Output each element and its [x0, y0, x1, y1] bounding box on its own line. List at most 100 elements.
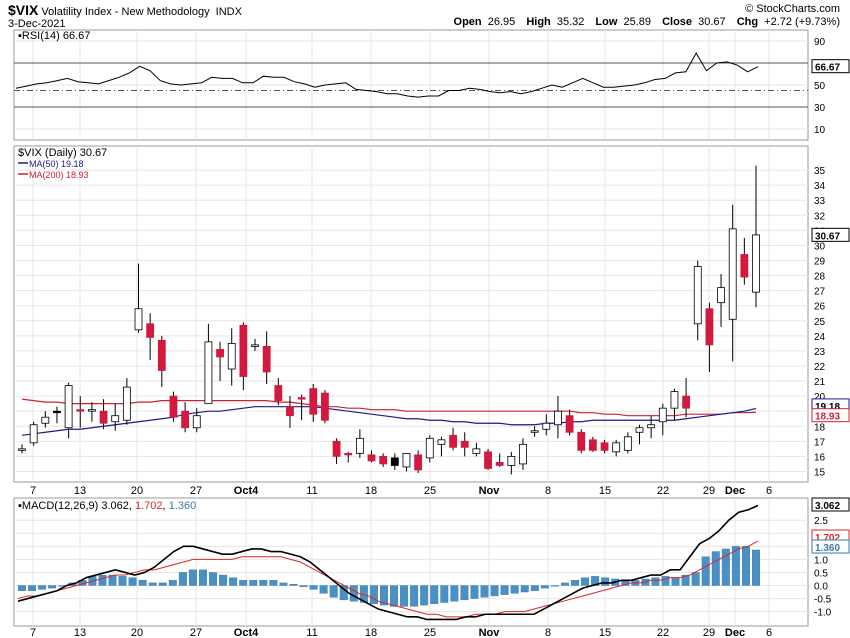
close-label: Close	[662, 16, 693, 28]
macd-histogram-bar	[108, 574, 117, 586]
price-x-tick-label: 11	[306, 485, 317, 497]
rsi-y-tick-label: 90	[814, 37, 826, 48]
candle-body-up	[29, 424, 38, 444]
price-candle	[519, 438, 527, 470]
price-candle	[554, 396, 562, 439]
price-y-tick-label: 32	[814, 211, 826, 222]
price-x-tick-label: 13	[74, 485, 86, 497]
macd-histogram-bar	[701, 556, 710, 586]
candle-body-up	[64, 385, 73, 429]
macd-legend-signal: 1.702	[135, 500, 163, 512]
candle-body-up	[623, 436, 632, 451]
macd-histogram-bar	[309, 585, 318, 590]
price-candle	[495, 453, 504, 467]
macd-x-tick-label: 25	[424, 627, 436, 638]
macd-histogram-bar	[651, 577, 660, 586]
macd-histogram-bar	[460, 585, 469, 601]
rsi-last-value: 66.67	[815, 63, 840, 74]
security-name: Volatility Index - New Methodology	[41, 6, 210, 18]
price-candle	[367, 450, 376, 463]
price-candle	[693, 260, 702, 341]
price-candle	[157, 335, 166, 388]
macd-histogram-bar	[249, 580, 258, 586]
candle-body-up	[542, 422, 551, 430]
ma200-last-value-box	[811, 408, 850, 423]
macd-x-tick-label: Dec	[725, 627, 745, 638]
price-y-tick-label: 28	[814, 272, 826, 283]
price-y-tick-label: 25	[814, 317, 826, 328]
price-candle	[425, 435, 434, 463]
macd-histogram-bar	[380, 585, 388, 606]
candle-body-down	[321, 392, 329, 421]
price-x-tick-label: Dec	[725, 485, 745, 497]
price-candle	[623, 432, 632, 454]
candle-body-down	[600, 442, 609, 451]
price-candle	[705, 302, 714, 373]
macd-histogram-bar	[118, 576, 127, 586]
candle-body-down	[262, 345, 271, 373]
macd-y-tick-label: 2.5	[814, 516, 828, 527]
price-x-tick-label: 18	[365, 485, 377, 497]
close-value: 30.67	[698, 16, 726, 28]
macd-y-tick-label: 0.5	[814, 568, 828, 579]
price-candle	[717, 274, 725, 327]
candle-body-down	[577, 431, 586, 451]
price-y-tick-label: 15	[814, 467, 826, 478]
macd-histogram-bar	[601, 577, 610, 586]
candle-body-down	[414, 454, 423, 471]
candle-body-down	[332, 440, 341, 457]
macd-histogram-bar	[289, 584, 298, 586]
candle-body-down	[76, 409, 85, 412]
price-x-tick-label: 6	[766, 485, 772, 497]
candle-body-down	[740, 254, 749, 278]
price-candle	[181, 402, 190, 433]
macd-y-tick-label: 1.0	[814, 555, 828, 566]
price-candle	[297, 394, 306, 421]
candle-body-up	[612, 442, 621, 453]
candle-body-down	[344, 452, 353, 456]
macd-legend-sep: ,	[163, 500, 169, 512]
macd-histogram-bar	[319, 585, 328, 594]
price-candle	[111, 403, 120, 431]
candle-body-down	[495, 462, 504, 466]
macd-signal-line	[17, 540, 759, 618]
price-y-tick-label: 23	[814, 347, 826, 358]
candle-body-down	[309, 388, 318, 415]
macd-histogram-bar	[571, 580, 579, 586]
macd-histogram-bar	[188, 569, 197, 586]
candle-body-down	[146, 323, 155, 338]
price-candle	[146, 313, 155, 360]
price-x-tick-label: 15	[599, 485, 611, 497]
chart-date: 3-Dec-2021	[8, 18, 66, 30]
macd-histogram-bar	[178, 572, 187, 586]
price-candle	[251, 338, 259, 351]
price-candle	[88, 402, 96, 422]
rsi-line	[15, 52, 759, 98]
macd-panel-frame	[13, 497, 809, 627]
price-candle	[274, 378, 283, 406]
macd-histogram-bar	[450, 585, 459, 602]
price-candle	[507, 451, 516, 475]
price-candle	[379, 453, 388, 467]
candle-body-up	[693, 266, 702, 325]
candle-body-up	[251, 344, 259, 347]
candle-body-down	[367, 454, 376, 462]
price-y-tick-label: 27	[814, 287, 826, 298]
price-candle	[658, 403, 667, 436]
price-candle	[600, 439, 609, 454]
candle-body-up	[111, 415, 120, 423]
price-candle	[682, 378, 690, 418]
macd-signal-last-value: 1.702	[815, 533, 840, 544]
macd-histogram-bar	[661, 576, 670, 586]
low-label: Low	[595, 16, 618, 28]
candle-body-down	[297, 397, 306, 400]
price-y-tick-label: 26	[814, 302, 826, 313]
macd-x-tick-label: 11	[306, 627, 317, 638]
high-label: High	[526, 16, 551, 28]
open-value: 26.95	[487, 16, 516, 28]
macd-hist-last-value-box	[811, 539, 850, 554]
macd-histogram-bar	[28, 585, 37, 591]
macd-histogram-bar	[711, 551, 720, 586]
ma50-last-value: 19.18	[815, 402, 840, 413]
macd-histogram-bar	[480, 585, 489, 598]
